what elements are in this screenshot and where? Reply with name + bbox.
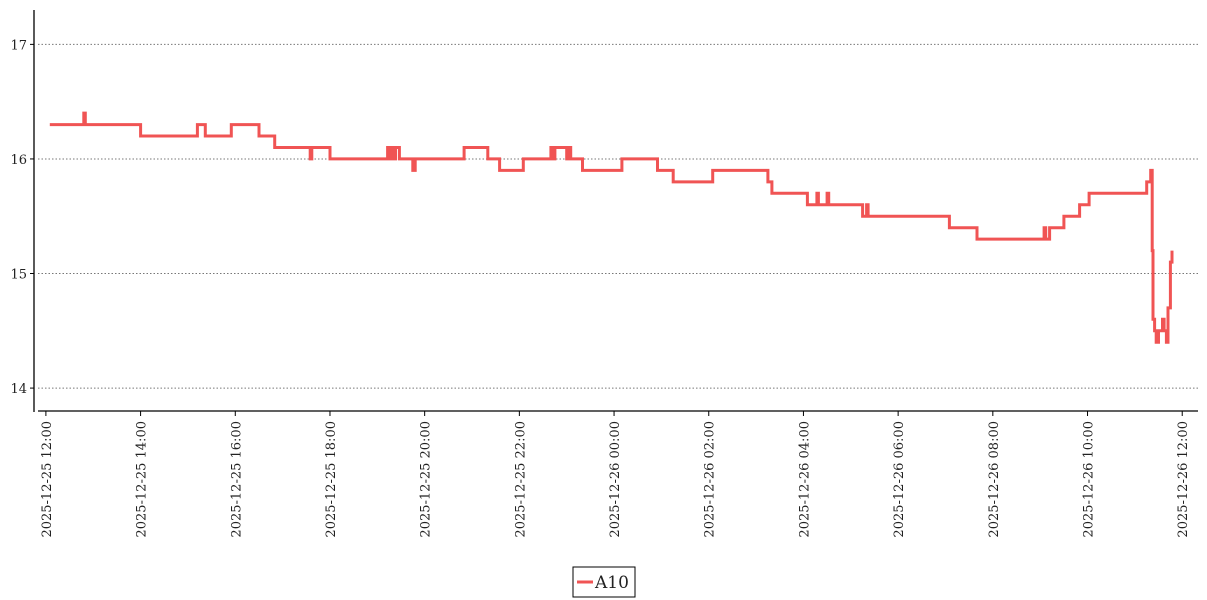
x-tick-label: 2025-12-25 22:00 (513, 421, 528, 538)
legend-label: A10 (594, 573, 629, 593)
x-tick-label: 2025-12-26 06:00 (892, 421, 907, 538)
x-tick-label: 2025-12-26 00:00 (608, 421, 623, 538)
y-tick-label: 14 (10, 382, 27, 397)
axes (33, 10, 1198, 412)
x-tick-label: 2025-12-25 12:00 (40, 421, 55, 538)
y-ticks: 14 15 16 17 (10, 38, 34, 397)
y-tick-label: 15 (10, 268, 27, 283)
x-tick-label: 2025-12-25 20:00 (419, 421, 434, 538)
legend[interactable]: A10 (572, 566, 636, 598)
x-tick-label: 2025-12-25 18:00 (324, 421, 339, 538)
x-tick-label: 2025-12-26 08:00 (987, 421, 1002, 538)
y-tick-label: 16 (10, 153, 27, 168)
y-tick-label: 17 (10, 38, 27, 53)
x-tick-label: 2025-12-26 04:00 (797, 421, 812, 538)
x-tick-label: 2025-12-26 10:00 (1082, 421, 1097, 538)
x-tick-label: 2025-12-25 16:00 (229, 421, 244, 538)
x-tick-label: 2025-12-26 02:00 (703, 421, 718, 538)
legend-box (572, 566, 636, 598)
series-line-a10 (49, 111, 1174, 344)
x-ticks: 2025-12-25 12:00 2025-12-25 14:00 2025-12-… (40, 411, 1191, 538)
x-tick-label: 2025-12-25 14:00 (135, 421, 150, 538)
grid-lines (38, 43, 1198, 389)
x-tick-label: 2025-12-26 12:00 (1176, 421, 1191, 538)
series-layer (49, 111, 1174, 344)
